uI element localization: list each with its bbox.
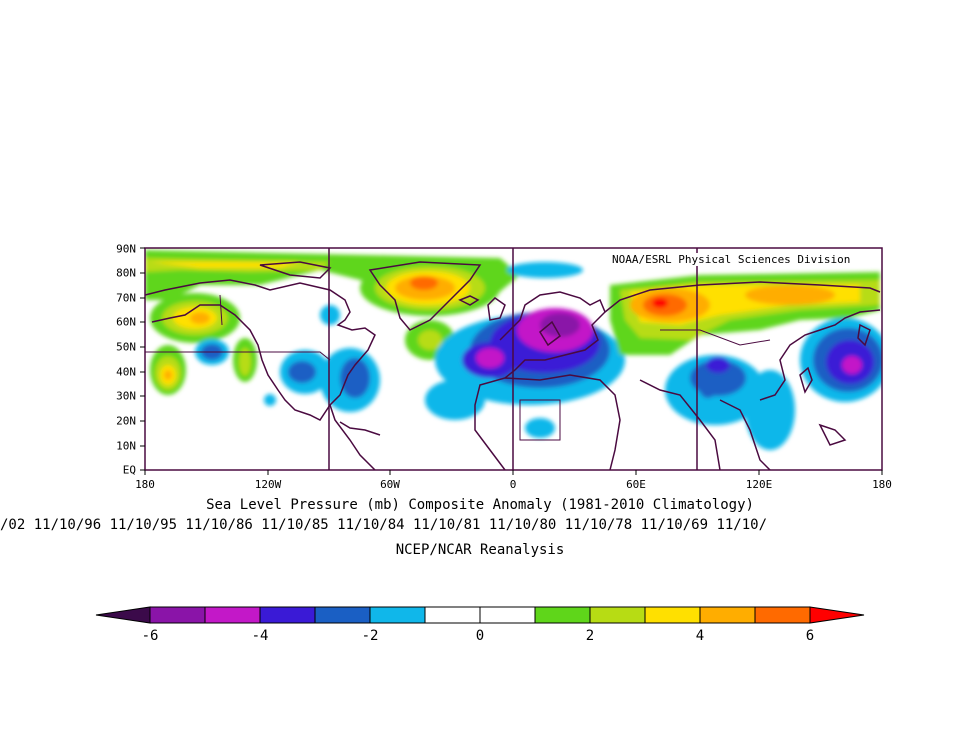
colorbar-bin (369, 606, 426, 624)
lon-label: 180 (135, 478, 155, 491)
credit-label: NOAA/ESRL Physical Sciences Division (610, 253, 853, 266)
colorbar-label: -2 (361, 628, 379, 644)
colorbar-bin (314, 606, 371, 624)
colorbar-bin (644, 606, 701, 624)
lat-label: 20N (116, 414, 136, 428)
anomaly-field (145, 248, 882, 470)
lat-label: 30N (116, 389, 136, 403)
lat-label: 60N (116, 315, 136, 329)
colorbar-label: 0 (475, 628, 485, 644)
lat-label: 80N (116, 266, 136, 280)
lat-label: EQ (122, 463, 136, 477)
composite-dates: /02 11/10/96 11/10/95 11/10/86 11/10/85 … (0, 517, 768, 533)
colorbar-bin (149, 606, 206, 624)
lat-label: 40N (116, 365, 136, 379)
colorbar-arrow-high (809, 606, 865, 624)
reference-meridians (328, 248, 698, 470)
colorbar-bin (699, 606, 756, 624)
colorbar-label: -4 (251, 628, 269, 644)
data-source: NCEP/NCAR Reanalysis (395, 542, 565, 558)
colorbar (95, 606, 865, 624)
colorbar-bin (259, 606, 316, 624)
colorbar-label: 2 (585, 628, 595, 644)
axis-ticks (140, 247, 883, 475)
lon-label: 60E (626, 478, 646, 491)
colorbar-label: 4 (695, 628, 705, 644)
lat-label: 90N (116, 242, 136, 256)
lon-label: 120E (745, 478, 773, 491)
colorbar-label: -6 (141, 628, 159, 644)
colorbar-arrow-low (95, 606, 151, 624)
colorbar-bin (479, 606, 536, 624)
plot-title: Sea Level Pressure (mb) Composite Anomal… (206, 497, 754, 513)
lat-label: 10N (116, 439, 136, 453)
lon-label: 120W (254, 478, 282, 491)
colorbar-bin (204, 606, 261, 624)
lon-label: 60W (380, 478, 400, 491)
colorbar-bin (589, 606, 646, 624)
colorbar-label: 6 (805, 628, 815, 644)
lon-label: 0 (509, 478, 517, 491)
lat-label: 50N (116, 340, 136, 354)
lat-label: 70N (116, 291, 136, 305)
colorbar-bin (754, 606, 811, 624)
coastlines (145, 261, 881, 470)
lon-label: 180 (872, 478, 892, 491)
colorbar-bin (424, 606, 481, 624)
colorbar-bin (534, 606, 591, 624)
